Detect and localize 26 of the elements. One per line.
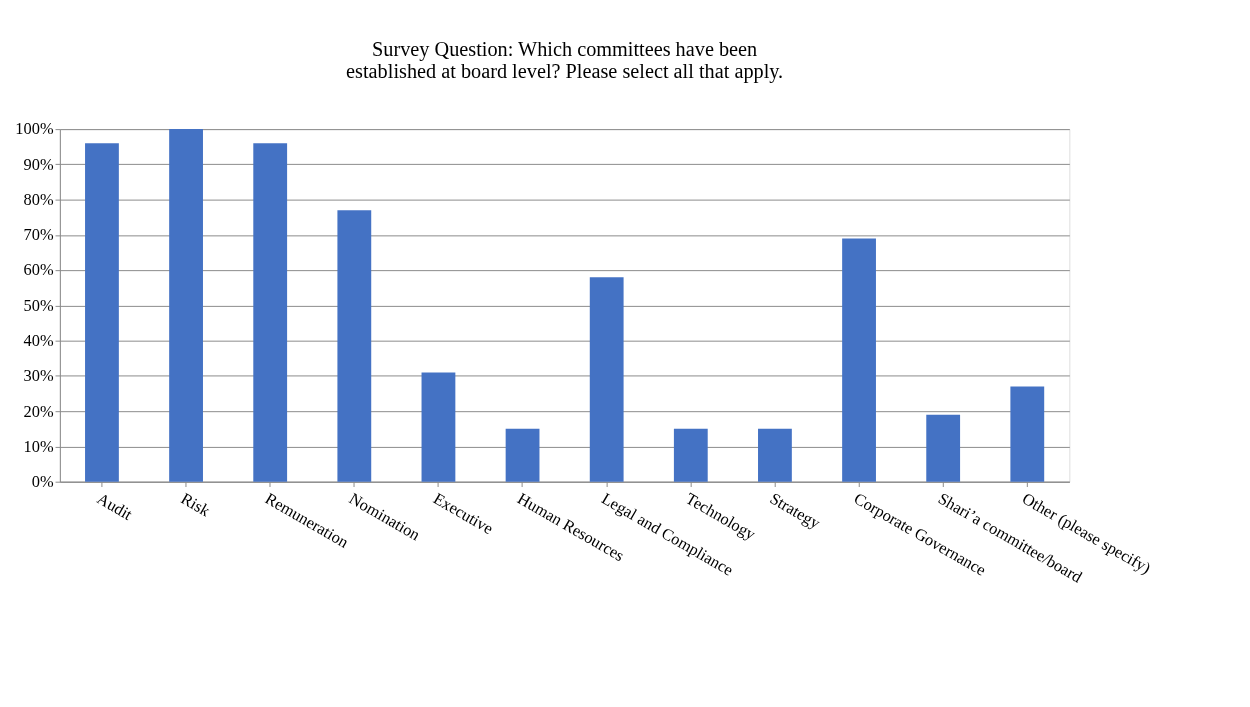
bar: [337, 210, 372, 482]
y-tick-label: 0%: [31, 472, 54, 492]
bar: [1010, 386, 1045, 482]
y-tick-label: 50%: [23, 295, 54, 315]
y-tick-label: 80%: [23, 189, 54, 209]
bar: [505, 428, 540, 482]
y-tick-label: 100%: [15, 119, 54, 139]
y-tick-label: 90%: [23, 154, 54, 174]
y-tick-label: 60%: [23, 260, 54, 280]
y-tick-label: 70%: [23, 225, 54, 245]
y-tick-label: 40%: [23, 330, 54, 350]
bar: [421, 372, 456, 482]
x-tick-label: Risk: [177, 488, 215, 521]
bar: [926, 414, 961, 482]
bar: [758, 428, 792, 482]
x-tick-label: Audit: [93, 488, 136, 525]
bar: [169, 129, 203, 482]
y-tick-label: 30%: [23, 366, 54, 386]
bar: [842, 238, 876, 482]
y-tick-label: 20%: [23, 401, 54, 421]
bar: [253, 143, 288, 482]
y-tick-label: 10%: [23, 436, 54, 456]
bar: [85, 143, 119, 482]
bar: [589, 277, 624, 482]
bar: [673, 428, 708, 482]
chart-title: Survey Question: Which committees have been established at board level? Please select all that apply.: [346, 37, 784, 83]
